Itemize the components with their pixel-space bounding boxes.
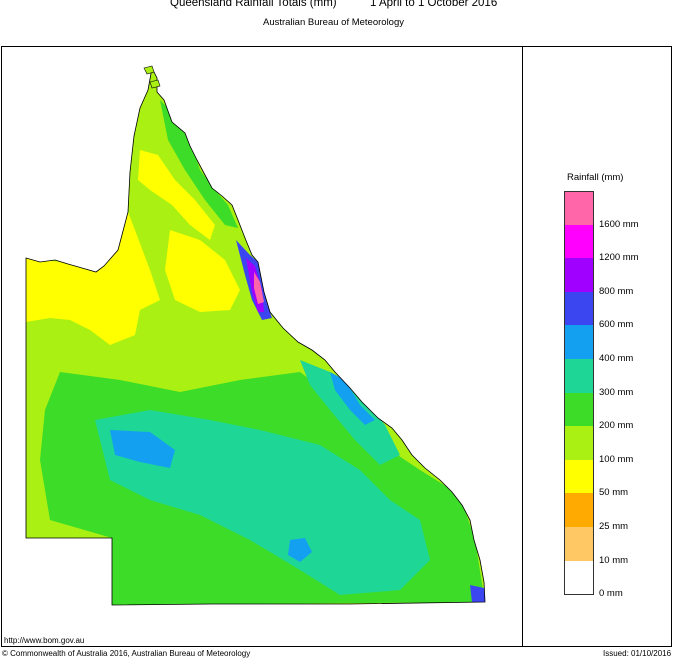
legend-swatch <box>564 392 594 427</box>
map-subtitle: Australian Bureau of Meteorology <box>263 17 404 28</box>
legend-swatch <box>564 459 594 494</box>
legend-label: 800 mm <box>599 285 634 297</box>
copyright-notice: © Commonwealth of Australia 2016, Austra… <box>2 649 251 658</box>
legend-swatch <box>564 258 594 293</box>
legend-label: 25 mm <box>599 521 629 532</box>
region-green-cape <box>160 100 238 228</box>
legend-label: 10 mm <box>599 554 629 566</box>
region-yellow-cape-west <box>26 212 160 345</box>
legend-label: 100 mm <box>599 453 634 465</box>
region-blue-coast <box>330 372 375 425</box>
region-wet-tropics-max <box>254 272 264 304</box>
date-range: 1 April to 1 October 2016 <box>370 0 498 9</box>
region-yellow-tip <box>138 150 215 240</box>
gulf-islands <box>143 65 161 89</box>
region-teal-east <box>300 360 400 465</box>
legend-swatch <box>564 560 594 595</box>
region-blue-central <box>288 538 312 562</box>
legend-label: 200 mm <box>599 420 634 432</box>
legend-label: 0 mm <box>599 588 623 600</box>
map-title: Queensland Rainfall Totals (mm) <box>170 0 337 9</box>
region-teal-southwest <box>95 410 430 595</box>
frame-divider <box>522 47 523 646</box>
legend-label: 400 mm <box>599 353 634 364</box>
legend-label: 300 mm <box>599 386 634 398</box>
website-url[interactable]: http://www.bom.gov.au <box>4 636 85 645</box>
legend-swatch <box>564 224 594 259</box>
title-row: Queensland Rainfall Totals (mm) 1 April … <box>0 0 674 14</box>
legend-swatch <box>564 191 594 226</box>
legend-swatch <box>564 426 594 461</box>
region-yellow-west <box>165 230 240 312</box>
legend-label: 50 mm <box>599 487 629 499</box>
issued-date: Issued: 01/10/2016 <box>603 649 672 658</box>
legend-label: 1600 mm <box>599 218 639 230</box>
legend-swatch <box>564 359 594 394</box>
legend-swatch <box>564 527 594 562</box>
legend-title: Rainfall (mm) <box>567 172 624 183</box>
region-blue-west <box>110 430 175 468</box>
legend-label: 1200 mm <box>599 252 639 264</box>
legend-swatch <box>564 325 594 360</box>
legend-swatch <box>564 291 594 326</box>
region-southeast-blue <box>470 585 485 602</box>
legend-swatch <box>564 493 594 528</box>
legend-label: 600 mm <box>599 319 634 331</box>
